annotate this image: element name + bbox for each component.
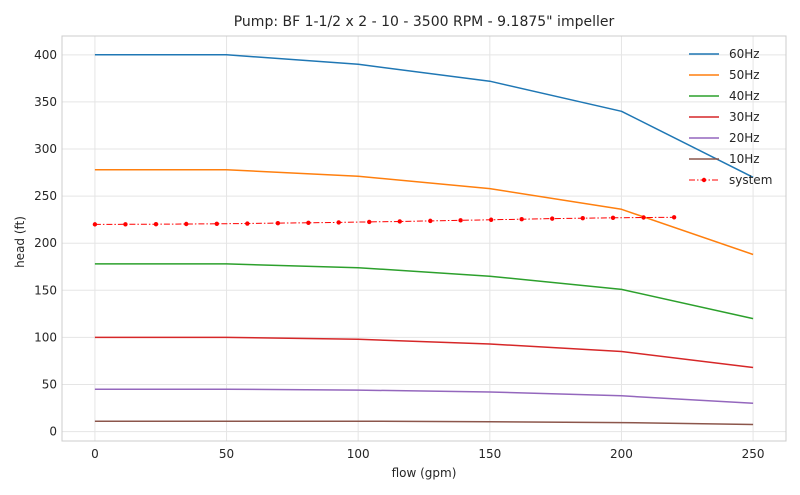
x-tick-label: 50 bbox=[219, 447, 234, 461]
y-tick-label: 250 bbox=[34, 189, 57, 203]
series-point-system bbox=[123, 222, 128, 227]
series-point-system bbox=[580, 215, 585, 221]
x-tick-label: 250 bbox=[742, 447, 765, 461]
legend-label-20hz: 20Hz bbox=[729, 131, 760, 145]
series-line-system bbox=[94, 216, 675, 225]
legend: 60Hz 50Hz 40Hz 30Hz 20Hz 10Hz system bbox=[689, 47, 772, 187]
series-point-system bbox=[519, 216, 524, 222]
y-axis-label: head (ft) bbox=[13, 216, 27, 268]
series-point-system bbox=[367, 219, 372, 225]
y-tick-label: 50 bbox=[42, 377, 57, 391]
series-point-system bbox=[550, 216, 555, 221]
series-line-50hz bbox=[94, 168, 754, 256]
series-point-system bbox=[397, 219, 402, 224]
x-tick-label: 0 bbox=[91, 447, 99, 461]
series-point-system bbox=[336, 220, 341, 225]
y-tick-label: 150 bbox=[34, 283, 57, 297]
x-tick-label: 150 bbox=[478, 447, 501, 461]
series-line-60hz bbox=[94, 54, 754, 178]
y-tick-label: 200 bbox=[34, 236, 57, 250]
legend-label-40hz: 40Hz bbox=[729, 89, 760, 103]
y-tick-label: 100 bbox=[34, 330, 57, 344]
series-point-system bbox=[92, 222, 98, 227]
x-axis-label: flow (gpm) bbox=[392, 466, 457, 480]
series-point-system bbox=[641, 215, 646, 220]
series-point-system bbox=[306, 220, 311, 225]
x-tick-label: 100 bbox=[347, 447, 370, 461]
legend-marker-system bbox=[701, 177, 707, 183]
plot-frame bbox=[61, 35, 787, 442]
series-point-system bbox=[428, 218, 433, 224]
chart-title: Pump: BF 1-1/2 x 2 - 10 - 3500 RPM - 9.1… bbox=[234, 14, 615, 30]
series-point-system bbox=[275, 220, 281, 226]
legend-label-system: system bbox=[729, 173, 772, 187]
plot-area bbox=[92, 54, 754, 426]
grid bbox=[62, 36, 786, 441]
series-point-system bbox=[153, 221, 159, 227]
series-point-system bbox=[458, 218, 463, 223]
series-line-10hz bbox=[94, 420, 754, 426]
legend-label-30hz: 30Hz bbox=[729, 110, 760, 124]
y-tick-label: 400 bbox=[34, 48, 57, 62]
y-tick-label: 300 bbox=[34, 142, 57, 156]
y-tick-label: 350 bbox=[34, 95, 57, 109]
series-point-system bbox=[245, 221, 250, 226]
series-line-30hz bbox=[94, 336, 754, 369]
series-point-system bbox=[671, 215, 677, 220]
series-point-system bbox=[184, 221, 189, 227]
legend-label-60hz: 60Hz bbox=[729, 47, 760, 61]
legend-label-10hz: 10Hz bbox=[729, 152, 760, 166]
series-point-system bbox=[610, 215, 616, 220]
axes: 0 50 100 150 200 250 0 50 100 150 200 250 300 350 400 bbox=[34, 35, 787, 461]
series-line-20hz bbox=[94, 388, 754, 405]
x-tick-label: 200 bbox=[610, 447, 633, 461]
series-line-40hz bbox=[94, 263, 754, 320]
series-point-system bbox=[488, 217, 494, 222]
y-tick-label: 0 bbox=[49, 425, 57, 439]
series-point-system bbox=[214, 221, 220, 227]
legend-label-50hz: 50Hz bbox=[729, 68, 760, 82]
